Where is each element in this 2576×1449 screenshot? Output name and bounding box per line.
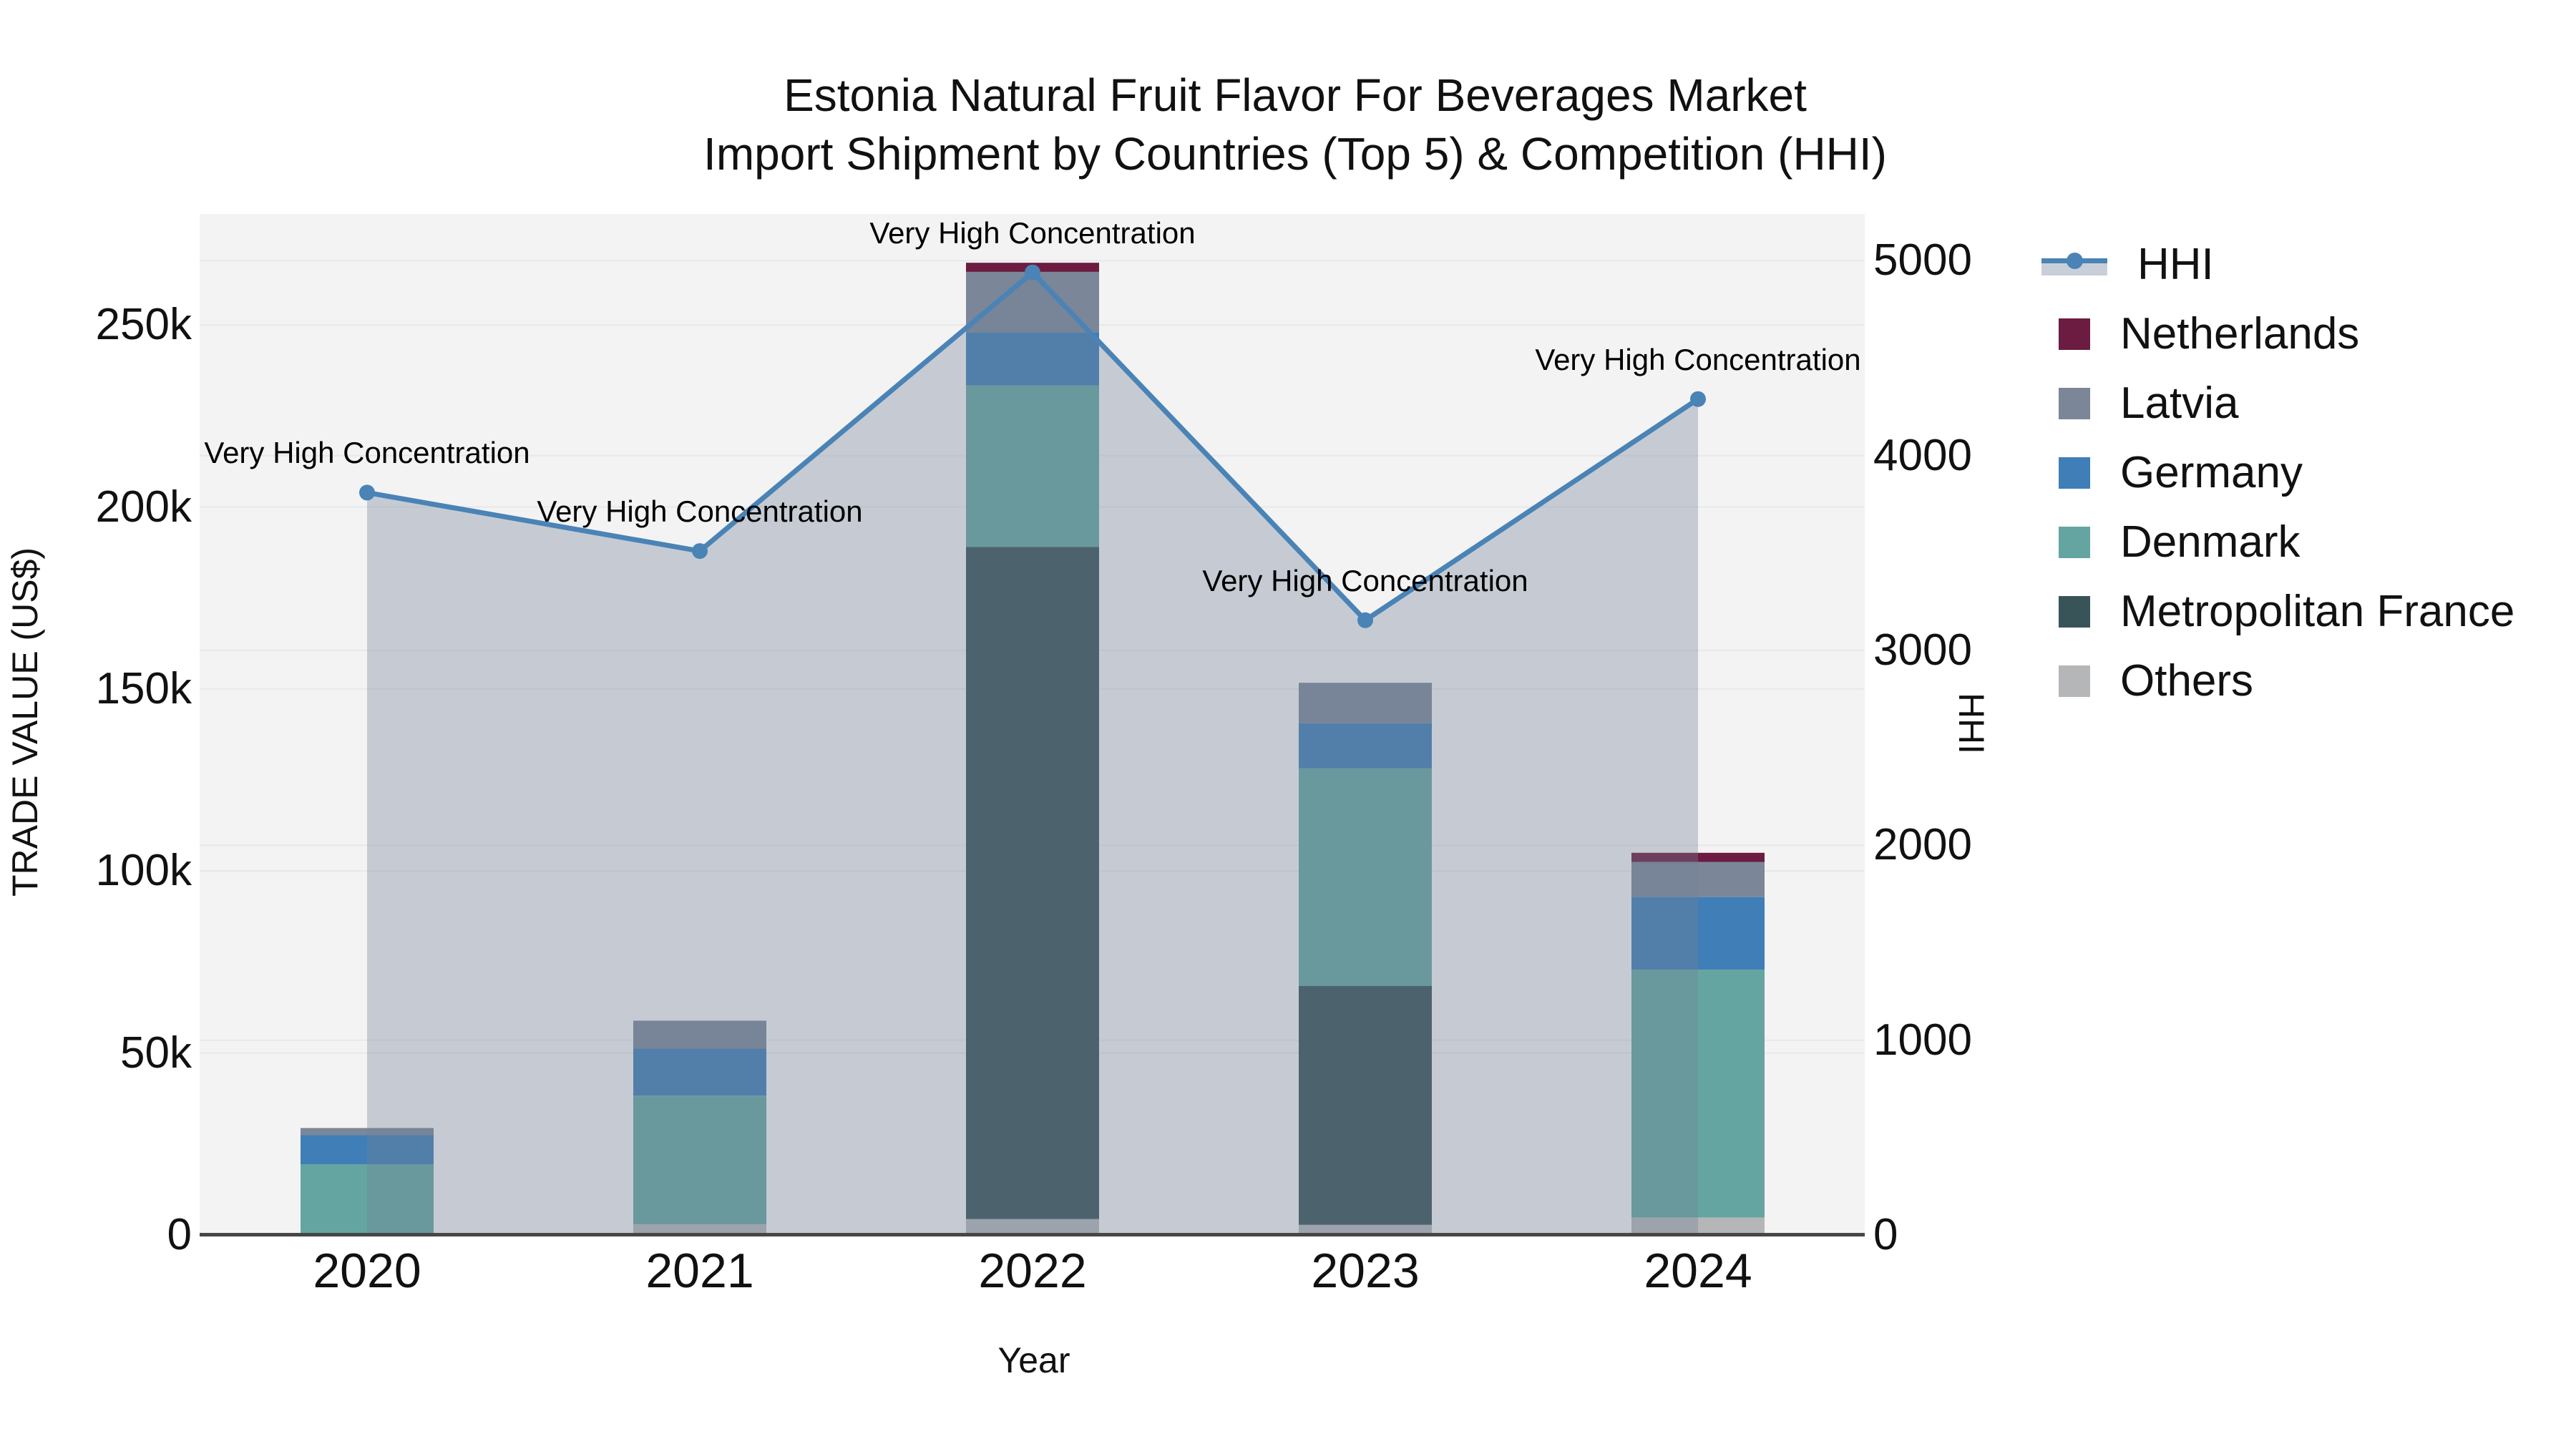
- legend-item-latvia[interactable]: Latvia: [2041, 369, 2571, 438]
- legend-label: HHI: [2137, 240, 2214, 289]
- legend-item-germany[interactable]: Germany: [2041, 438, 2571, 507]
- latvia-swatch-icon: [2059, 387, 2090, 419]
- y-right-tick-label: 1000: [1873, 1015, 1972, 1065]
- x-axis-title: Year: [997, 1340, 1070, 1380]
- y-right-axis-title: HHI: [1951, 692, 1991, 755]
- y-left-tick-label: 100k: [95, 846, 192, 896]
- x-tick-label: 2022: [978, 1244, 1087, 1298]
- bar-segment: [633, 1224, 766, 1235]
- x-tick-label: 2023: [1311, 1244, 1420, 1298]
- legend-item-others[interactable]: Others: [2041, 646, 2571, 716]
- legend-label: Denmark: [2120, 517, 2301, 567]
- legend-label: Metropolitan France: [2120, 587, 2515, 636]
- legend-item-netherlands[interactable]: Netherlands: [2041, 299, 2571, 369]
- legend-label: Latvia: [2120, 379, 2239, 428]
- y-left-tick-label: 0: [167, 1210, 192, 1259]
- hhi-annotation: Very High Concentration: [204, 436, 530, 470]
- germany-swatch-icon: [2059, 457, 2090, 489]
- legend-label: Others: [2120, 656, 2254, 706]
- y-left-tick-label: 250k: [95, 300, 192, 350]
- hhi-line-icon: [2041, 249, 2107, 280]
- hhi-annotation: Very High Concentration: [869, 215, 1196, 250]
- y-right-tick-label: 4000: [1873, 430, 1972, 480]
- hhi-marker: [1025, 264, 1040, 280]
- legend-label: Netherlands: [2120, 309, 2360, 358]
- y-left-tick-label: 200k: [95, 482, 192, 532]
- x-tick-label: 2020: [313, 1244, 421, 1298]
- bar-segment: [1631, 970, 1765, 1218]
- legend-item-denmark[interactable]: Denmark: [2041, 507, 2571, 577]
- legend-item-hhi[interactable]: HHI: [2041, 230, 2571, 299]
- hhi-area-sample: [2041, 263, 2107, 275]
- denmark-swatch-icon: [2059, 526, 2090, 558]
- hhi-marker: [1357, 612, 1373, 628]
- bar-segment: [633, 1048, 766, 1096]
- bar-segment: [1299, 768, 1432, 986]
- metropolitan-france-swatch-icon: [2059, 595, 2090, 628]
- hhi-marker-sample: [2067, 252, 2083, 269]
- bar-segment: [301, 1164, 434, 1235]
- y-right-tick-label: 0: [1873, 1210, 1898, 1259]
- bar-segment: [966, 547, 1099, 1219]
- legend: HHI Netherlands Latvia Germany Denmark M…: [2041, 230, 2571, 716]
- others-swatch-icon: [2059, 665, 2090, 697]
- hhi-area: [367, 272, 1698, 1236]
- y-right-tick-label: 5000: [1873, 235, 1972, 286]
- bar-segment: [301, 1128, 434, 1136]
- legend-item-metropolitan-france[interactable]: Metropolitan France: [2041, 577, 2571, 646]
- bar-segment: [1631, 852, 1765, 862]
- bar-segment: [966, 385, 1099, 547]
- x-axis-line: [200, 1233, 1865, 1236]
- legend-label: Germany: [2120, 448, 2303, 497]
- chart-title-line2: Import Shipment by Countries (Top 5) & C…: [703, 128, 1887, 180]
- bar-segment: [1631, 1217, 1765, 1235]
- y-left-tick-label: 150k: [95, 663, 192, 713]
- bar-segment: [966, 332, 1099, 386]
- chart-title-line1: Estonia Natural Fruit Flavor For Beverag…: [784, 69, 1807, 121]
- bar-segment: [301, 1135, 434, 1165]
- y-right-tick-label: 3000: [1873, 625, 1972, 675]
- x-tick-label: 2024: [1644, 1244, 1752, 1298]
- bar-segment: [633, 1096, 766, 1224]
- netherlands-swatch-icon: [2059, 318, 2090, 350]
- hhi-marker: [1690, 391, 1706, 407]
- bar-segment: [1299, 723, 1432, 769]
- chart-title: Estonia Natural Fruit Flavor For Beverag…: [0, 66, 2576, 183]
- bar-segment: [633, 1020, 766, 1049]
- hhi-marker: [359, 484, 375, 501]
- hhi-annotation: Very High Concentration: [1202, 563, 1528, 597]
- bar-segment: [1631, 862, 1765, 897]
- bar-segment: [1299, 683, 1432, 723]
- bar-segment: [966, 1219, 1099, 1235]
- y-left-axis-title: TRADE VALUE (US$): [5, 547, 45, 897]
- bar-segment: [1631, 897, 1765, 970]
- hhi-annotation: Very High Concentration: [537, 494, 863, 529]
- hhi-annotation: Very High Concentration: [1535, 342, 1861, 376]
- hhi-marker: [692, 543, 708, 560]
- plot-area[interactable]: [200, 214, 1865, 1236]
- y-right-tick-label: 2000: [1873, 820, 1972, 870]
- x-tick-label: 2021: [645, 1244, 754, 1298]
- bar-segment: [1299, 986, 1432, 1225]
- bar-segment: [1299, 1224, 1432, 1235]
- y-left-tick-label: 50k: [120, 1028, 192, 1078]
